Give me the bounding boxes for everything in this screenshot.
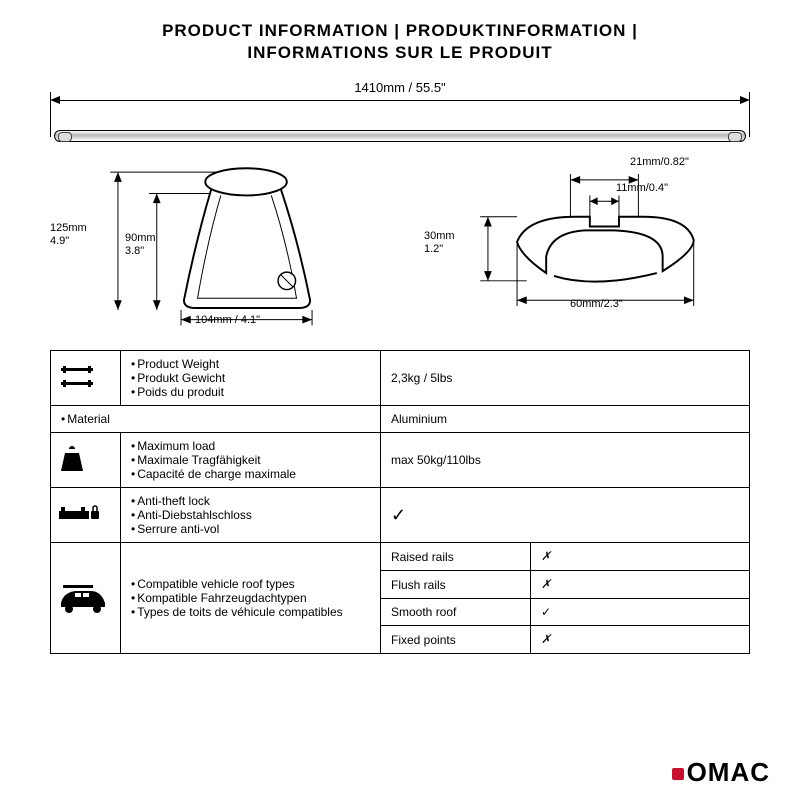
profile-width: 60mm/2.3" (570, 298, 623, 311)
compat-labels: Compatible vehicle roof types Kompatible… (121, 543, 381, 654)
spec-table: Product Weight Produkt Gewicht Poids du … (50, 350, 750, 654)
compat-icon (51, 543, 121, 654)
foot-height-outer: 125mm 4.9" (50, 222, 87, 248)
lock-icon (51, 488, 121, 543)
compat-opt-0-val: ✗ (531, 543, 750, 571)
compat-opt-1-name: Flush rails (381, 571, 531, 599)
row-compat-1: Compatible vehicle roof types Kompatible… (51, 543, 750, 571)
title-line-2: INFORMATIONS SUR LE PRODUIT (50, 42, 750, 64)
diagrams-row: 125mm 4.9" 90mm 3.8" 104mm / 4.1" (50, 152, 750, 332)
lock-labels: Anti-theft lock Anti-Diebstahlschloss Se… (121, 488, 381, 543)
brand-logo: OMAC (672, 757, 770, 788)
tick-left (50, 92, 51, 137)
maxload-value: max 50kg/110lbs (381, 433, 750, 488)
profile-slot-inner: 11mm/0.4" (616, 182, 668, 195)
top-bar-dimension: 1410mm / 55.5" (50, 82, 750, 142)
maxload-labels: Maximum load Maximale Tragfähigkeit Capa… (121, 433, 381, 488)
tick-right (749, 92, 750, 137)
weight-icon (51, 351, 121, 406)
profile-height: 30mm 1.2" (424, 230, 455, 256)
profile-diagram: 21mm/0.82" 11mm/0.4" 30mm 1.2" 60mm/2.3" (420, 152, 750, 332)
foot-width: 104mm / 4.1" (195, 314, 260, 327)
weight-labels: Product Weight Produkt Gewicht Poids du … (121, 351, 381, 406)
compat-opt-2-val: ✓ (531, 599, 750, 626)
arrow-left-icon (50, 96, 60, 104)
top-dimension-label: 1410mm / 55.5" (50, 80, 750, 95)
row-maxload: Maximum load Maximale Tragfähigkeit Capa… (51, 433, 750, 488)
bar-profile-drawing (54, 130, 746, 142)
lock-value: ✓ (381, 488, 750, 543)
material-value: Aluminium (381, 406, 750, 433)
row-lock: Anti-theft lock Anti-Diebstahlschloss Se… (51, 488, 750, 543)
weight-value: 2,3kg / 5lbs (381, 351, 750, 406)
dimension-line (58, 100, 742, 101)
material-label: Material (51, 406, 381, 433)
profile-slot-w: 21mm/0.82" (630, 156, 689, 169)
foot-svg (50, 152, 380, 332)
maxload-icon (51, 433, 121, 488)
compat-opt-3-val: ✗ (531, 626, 750, 654)
row-material: Material Aluminium (51, 406, 750, 433)
brand-text: OMAC (687, 757, 770, 787)
title-line-1: PRODUCT INFORMATION | PRODUKTINFORMATION… (50, 20, 750, 42)
row-weight: Product Weight Produkt Gewicht Poids du … (51, 351, 750, 406)
foot-height-inner: 90mm 3.8" (125, 232, 156, 258)
page-title: PRODUCT INFORMATION | PRODUKTINFORMATION… (50, 20, 750, 64)
compat-opt-3-name: Fixed points (381, 626, 531, 654)
compat-opt-0-name: Raised rails (381, 543, 531, 571)
compat-opt-2-name: Smooth roof (381, 599, 531, 626)
compat-opt-1-val: ✗ (531, 571, 750, 599)
foot-diagram: 125mm 4.9" 90mm 3.8" 104mm / 4.1" (50, 152, 380, 332)
brand-dot-icon (672, 768, 684, 780)
